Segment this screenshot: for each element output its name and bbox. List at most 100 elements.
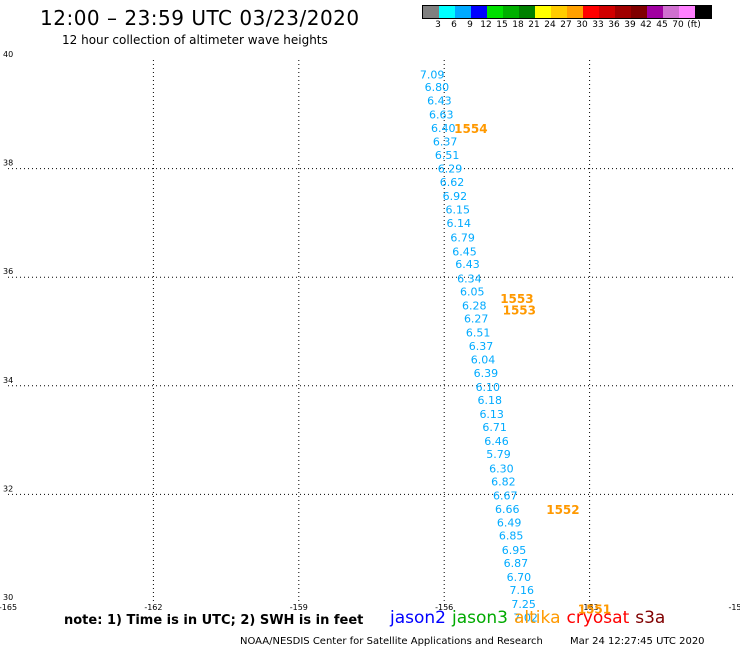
color-scale-label: 24 [544,20,556,30]
x-tick-label: -162 [144,603,162,612]
swh-data-label: 6.04 [471,354,496,367]
footer: NOAA/NESDIS Center for Satellite Applica… [240,636,705,647]
swh-data-label: 6.43 [427,95,452,108]
color-scale-label: 70 [672,20,684,30]
swh-data-label: 6.34 [457,272,482,285]
swh-data-label: 7.09 [420,69,445,82]
timestamp-text: Mar 24 12:27:45 UTC 2020 [570,636,705,647]
swh-data-label: 6.87 [504,557,529,570]
color-swatch [663,6,679,18]
color-scale-label: 21 [528,20,540,30]
swh-data-label: 5.79 [486,448,511,461]
swh-data-label: 6.43 [455,258,480,271]
swh-data-label: 6.37 [433,135,458,148]
time-annotation: 1553 [503,303,536,317]
swh-data-label: 6.62 [440,176,465,189]
time-annotation: 1552 [546,503,579,517]
color-scale-label: 39 [624,20,636,30]
legend-entry-jason3: jason3 [452,608,508,628]
swh-data-label: 6.28 [462,299,487,312]
swh-data-label: 6.39 [474,367,499,380]
time-annotation: 1551 [578,603,611,617]
color-scale-label: 18 [512,20,524,30]
color-scale-swatches [422,5,712,19]
swh-data-label: 6.49 [497,517,522,530]
swh-data-label: 6.63 [429,108,454,121]
swh-data-label: 6.29 [438,163,463,176]
color-swatch [535,6,551,18]
swh-data-label: 6.71 [482,421,507,434]
note-text: note: 1) Time is in UTC; 2) SWH is in fe… [64,613,364,628]
x-tick-label: -159 [290,603,308,612]
color-scale-label: 9 [467,20,473,30]
color-swatch [503,6,519,18]
legend-entry-jason2: jason2 [390,608,446,628]
swh-data-label: 6.45 [452,246,477,259]
color-scale-label: 30 [576,20,588,30]
chart-title: 12:00 – 23:59 UTC 03/23/2020 [40,6,360,30]
chart-subtitle: 12 hour collection of altimeter wave hei… [62,33,328,47]
y-tick-label: 32 [3,484,13,493]
satellite-legend: jason2 jason3 altika cryosat s3a [390,608,671,628]
swh-data-label: 6.70 [507,571,532,584]
time-annotation: 1553 [500,292,533,306]
swh-data-label: 6.18 [478,394,503,407]
swh-data-label: 6.40 [431,122,456,135]
legend-entry-s3a: s3a [635,608,666,628]
color-swatch [551,6,567,18]
swh-data-label: 6.14 [446,217,471,230]
color-scale-label: 42 [640,20,652,30]
color-swatch [679,6,695,18]
swh-data-label: 6.82 [491,475,516,488]
swh-data-label: 6.13 [479,408,504,421]
swh-data-label: 6.80 [425,81,450,94]
color-swatch [615,6,631,18]
swh-data-label: 6.10 [476,381,501,394]
swh-data-label: 6.15 [446,203,471,216]
legend-entry-cryosat: cryosat [566,608,630,628]
swh-data-label: 7.16 [509,584,534,597]
legend-entry-altika: altika [514,608,561,628]
color-swatch [695,6,711,18]
swh-data-label: 6.92 [443,190,468,203]
color-scale-label: 12 [480,20,492,30]
swh-data-label: 6.51 [435,149,460,162]
swh-data-label: 6.30 [489,462,514,475]
color-swatch [599,6,615,18]
color-swatch [423,6,439,18]
swh-data-label: 6.85 [499,530,524,543]
color-scale-label: 6 [451,20,457,30]
color-swatch [439,6,455,18]
color-scale-labels: 3 6 9 12 15 18 21 24 27 30 33 36 39 42 45 70 (ft) [422,19,712,31]
y-tick-label: 34 [3,376,13,385]
y-tick-label: 38 [3,159,13,168]
color-swatch [583,6,599,18]
swh-data-label: 6.67 [493,489,518,502]
swh-data-label: 7.25 [511,598,536,611]
swh-data-label: 6.51 [466,327,491,340]
color-scale-label: (ft) [687,20,701,30]
color-swatch [519,6,535,18]
color-scale-legend: 3 6 9 12 15 18 21 24 27 30 33 36 39 42 45 70 (ft) [422,5,712,31]
swh-data-label: 6.27 [464,312,489,325]
color-swatch [471,6,487,18]
color-swatch [647,6,663,18]
color-scale-label: 15 [496,20,508,30]
color-swatch [487,6,503,18]
swh-data-label: 6.95 [502,544,527,557]
time-annotation: 1554 [454,122,487,136]
color-scale-label: 45 [656,20,668,30]
credit-text: NOAA/NESDIS Center for Satellite Applica… [240,636,543,647]
x-tick-label: -156 [435,603,453,612]
color-swatch [631,6,647,18]
x-tick-label: -165 [0,603,17,612]
color-scale-label: 33 [592,20,604,30]
swh-data-label: 6.66 [495,503,520,516]
y-tick-label: 30 [3,593,13,602]
y-tick-label: 40 [3,50,13,59]
swh-data-label: 7.02 [513,612,538,625]
color-scale-label: 27 [560,20,572,30]
swh-data-label: 6.79 [450,232,475,245]
color-scale-label: 36 [608,20,620,30]
